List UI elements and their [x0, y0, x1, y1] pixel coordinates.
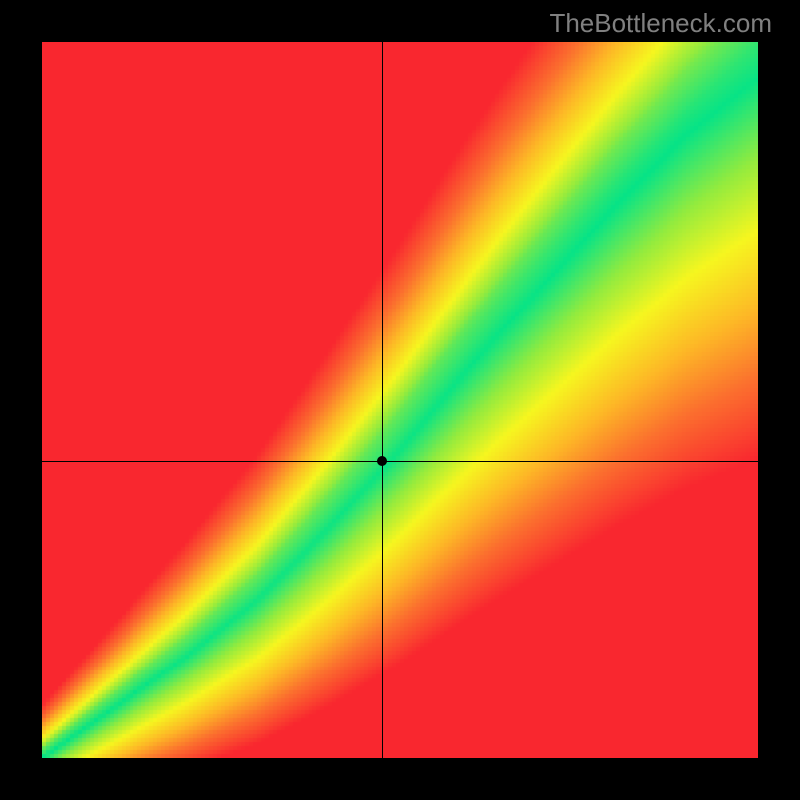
- heatmap-plot-area: [42, 42, 758, 758]
- heatmap-canvas: [42, 42, 758, 758]
- crosshair-horizontal: [42, 461, 758, 462]
- crosshair-marker: [377, 456, 387, 466]
- watermark-text: TheBottleneck.com: [549, 8, 772, 39]
- crosshair-vertical: [382, 42, 383, 758]
